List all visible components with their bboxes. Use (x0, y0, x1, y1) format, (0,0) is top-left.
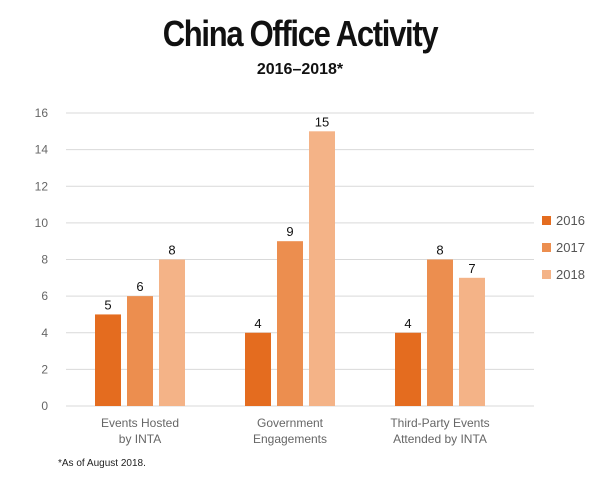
data-label: 7 (468, 261, 475, 276)
chart-subtitle: 2016–2018* (256, 61, 344, 78)
legend-label: 2018 (556, 267, 585, 282)
legend-swatch (542, 243, 551, 252)
footnote: *As of August 2018. (58, 458, 146, 469)
data-label: 6 (136, 279, 143, 294)
data-label: 8 (168, 243, 175, 258)
x-category-label: Events Hosted (101, 416, 179, 430)
y-tick-label: 0 (41, 399, 48, 413)
y-tick-label: 6 (41, 289, 48, 303)
bar (459, 277, 485, 406)
bar (395, 332, 421, 406)
data-label: 9 (286, 224, 293, 239)
x-category-label: by INTA (119, 432, 161, 446)
x-category-label: Government (257, 416, 324, 430)
y-tick-label: 16 (35, 106, 49, 120)
bar (309, 131, 335, 406)
data-label: 8 (436, 243, 443, 258)
chart-title: China Office Activity (162, 13, 439, 54)
bar (95, 314, 121, 406)
x-category-label: Third-Party Events (390, 416, 489, 430)
y-tick-label: 14 (35, 143, 49, 157)
data-label: 15 (315, 114, 329, 129)
legend-label: 2017 (556, 240, 585, 255)
y-tick-label: 10 (35, 216, 49, 230)
bar (127, 296, 153, 406)
bar (245, 332, 271, 406)
legend-swatch (542, 216, 551, 225)
x-category-label: Attended by INTA (393, 432, 487, 446)
y-tick-label: 2 (41, 362, 48, 376)
data-label: 4 (254, 316, 261, 331)
legend-label: 2016 (556, 213, 585, 228)
data-label: 4 (404, 316, 411, 331)
y-tick-label: 8 (41, 253, 48, 267)
bar (427, 259, 453, 406)
bar (277, 241, 303, 406)
y-tick-label: 4 (41, 326, 48, 340)
y-tick-label: 12 (35, 179, 49, 193)
x-category-label: Engagements (253, 432, 327, 446)
data-label: 5 (104, 297, 111, 312)
legend-swatch (542, 270, 551, 279)
bar (159, 259, 185, 406)
